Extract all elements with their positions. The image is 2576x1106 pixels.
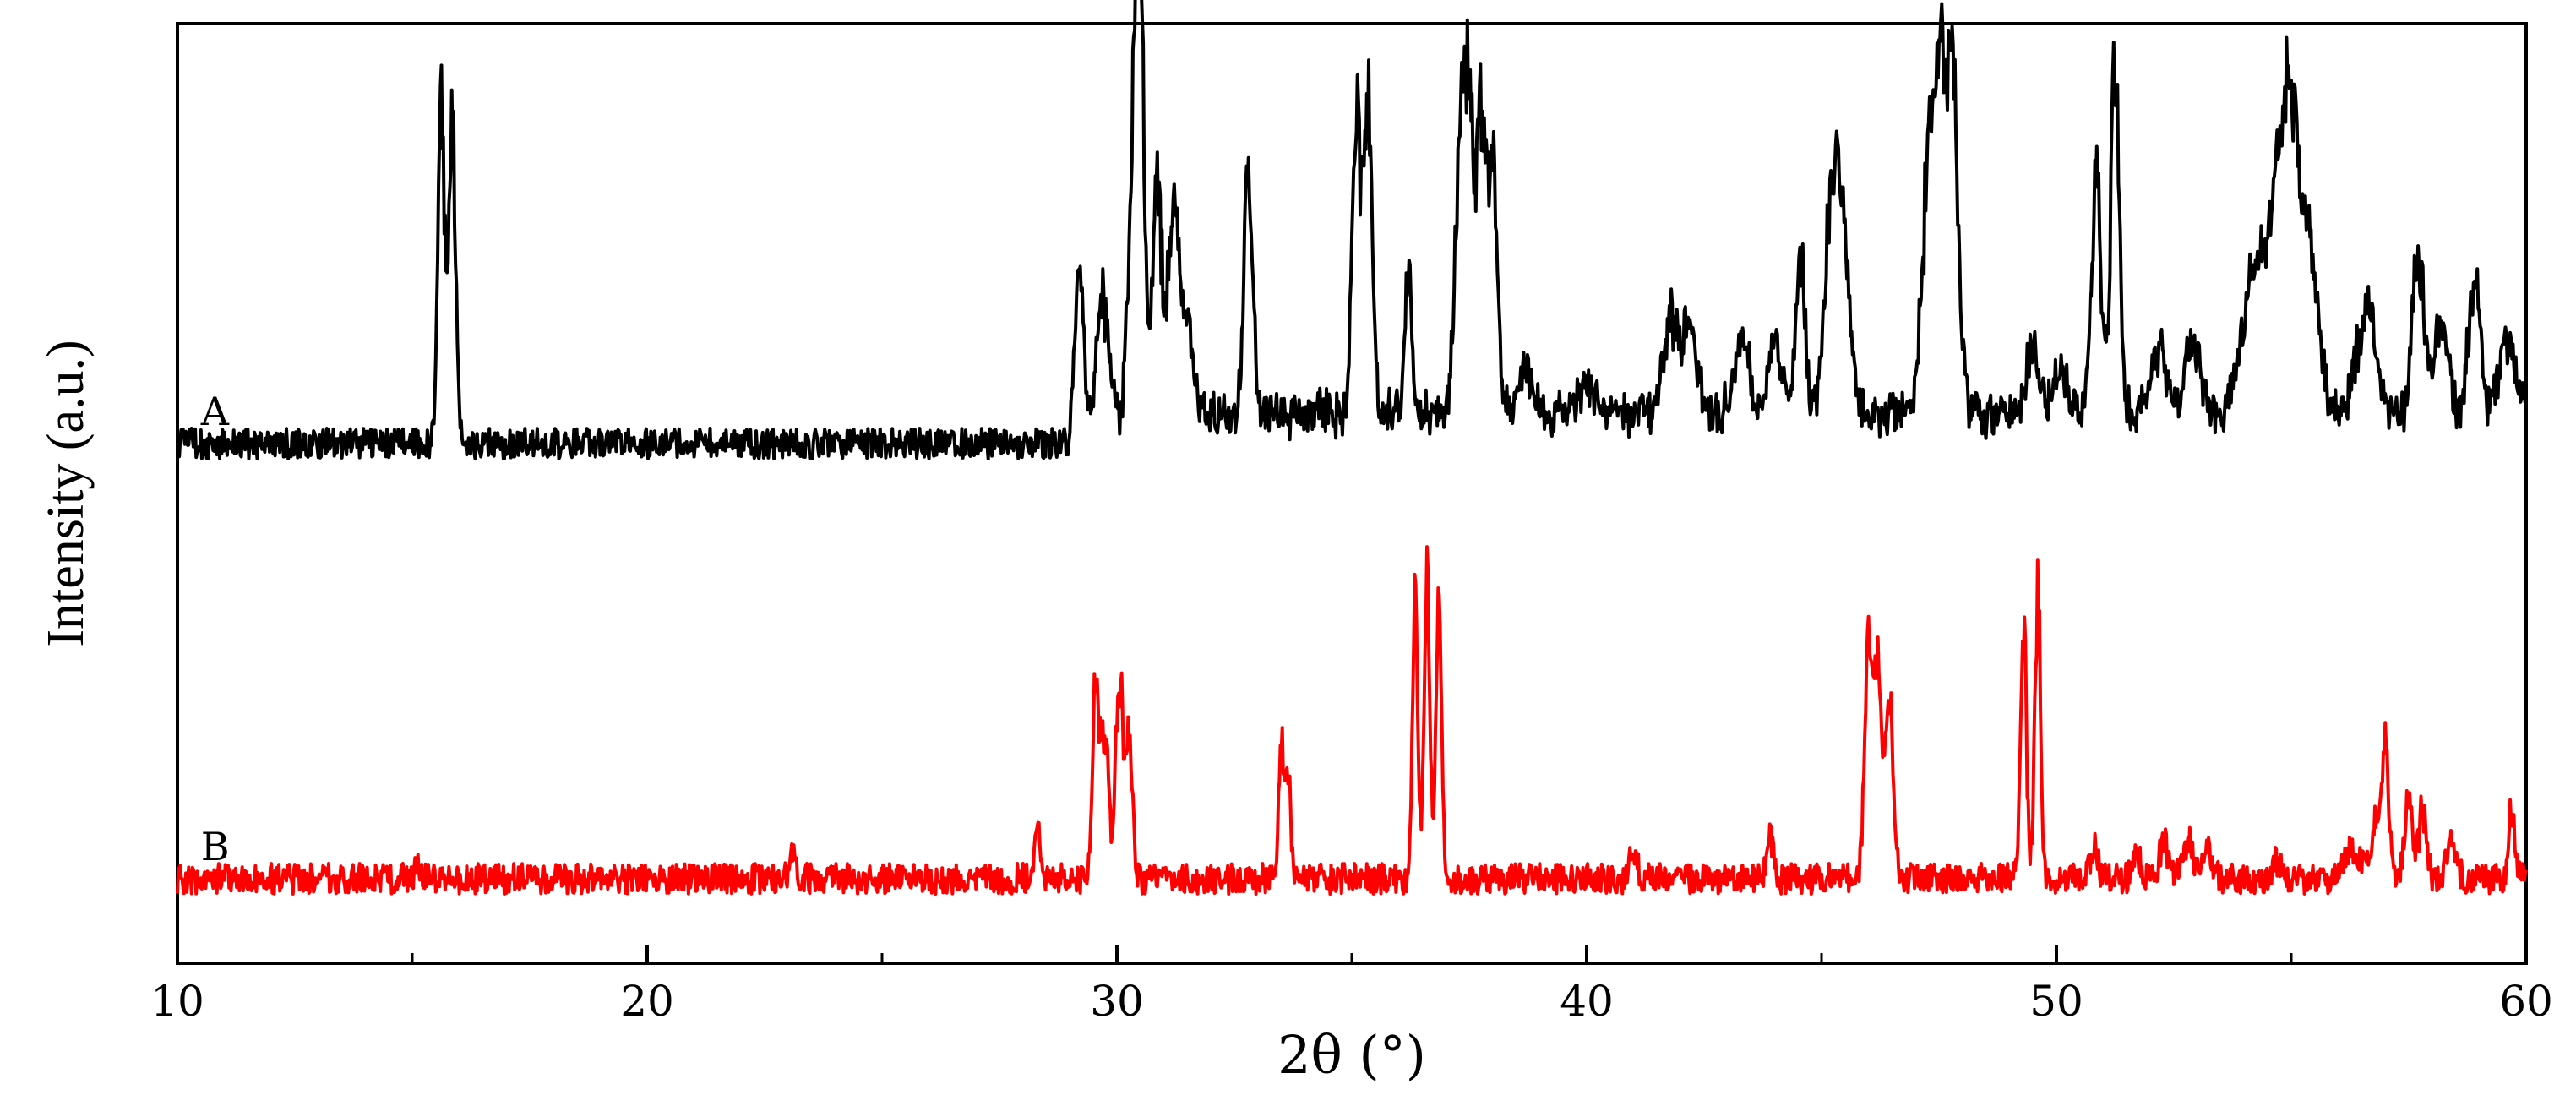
x-tick-label: 60 xyxy=(2499,977,2553,1026)
x-tick-label: 10 xyxy=(150,977,204,1026)
x-axis-title: 2θ (°) xyxy=(1277,1024,1426,1086)
y-axis-title: Intensity (a.u.) xyxy=(37,340,95,646)
x-axis-ticks: 10 20 30 40 50 60 xyxy=(150,945,2553,1026)
x-tick-label: 50 xyxy=(2029,977,2083,1026)
plot-frame xyxy=(176,22,2528,965)
series-line-a xyxy=(176,0,2528,460)
series-label-b: B xyxy=(201,824,230,869)
series-layer: AB xyxy=(176,0,2528,896)
series-label-a: A xyxy=(200,389,230,434)
x-tick-label: 30 xyxy=(1090,977,1144,1026)
x-tick-label: 20 xyxy=(620,977,674,1026)
series-line-b xyxy=(176,545,2528,896)
x-tick-label: 40 xyxy=(1560,977,1614,1026)
